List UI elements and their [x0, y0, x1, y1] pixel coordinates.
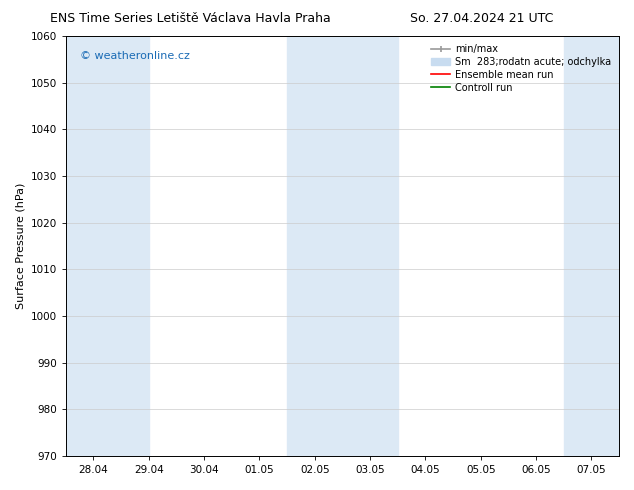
Text: So. 27.04.2024 21 UTC: So. 27.04.2024 21 UTC	[410, 12, 553, 25]
Text: ENS Time Series Letiště Václava Havla Praha: ENS Time Series Letiště Václava Havla Pr…	[50, 12, 330, 25]
Bar	[287, 36, 398, 456]
Bar	[564, 36, 634, 456]
Y-axis label: Surface Pressure (hPa): Surface Pressure (hPa)	[15, 183, 25, 309]
Text: © weatheronline.cz: © weatheronline.cz	[80, 51, 190, 61]
Bar	[66, 36, 149, 456]
Legend: min/max, Sm  283;rodatn acute; odchylka, Ensemble mean run, Controll run: min/max, Sm 283;rodatn acute; odchylka, …	[428, 41, 614, 96]
